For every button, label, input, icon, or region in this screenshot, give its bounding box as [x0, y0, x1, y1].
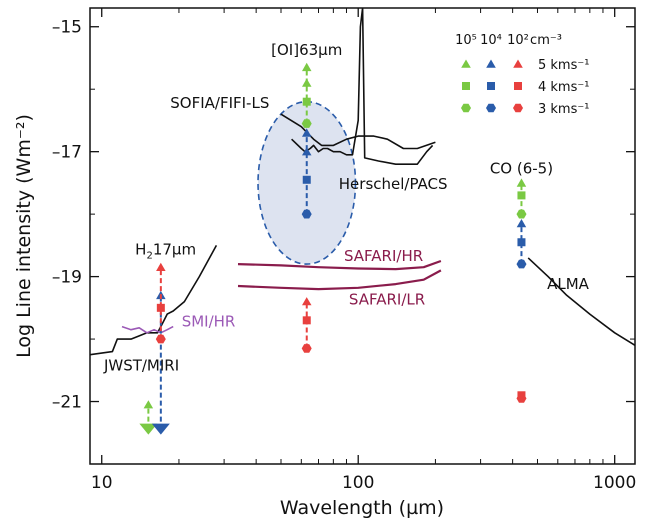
instrument-label: ALMA	[547, 275, 590, 293]
series-point-marker	[302, 62, 312, 72]
series-point-marker	[143, 400, 154, 409]
series-point-marker	[517, 391, 526, 400]
series-point-marker	[302, 97, 311, 106]
series-point-marker	[302, 297, 312, 306]
series-point-marker	[155, 334, 166, 344]
legend-marker	[513, 103, 523, 113]
curve-safari-lr	[237, 269, 442, 291]
line-label: H217µm	[135, 241, 196, 262]
series-point-marker	[301, 209, 312, 219]
series-point-marker	[301, 119, 312, 128]
instrument-label: SAFARI/HR	[344, 247, 423, 265]
series-point-marker	[516, 209, 527, 219]
legend-header: cm⁻³	[530, 33, 562, 48]
curve-smi-hr	[121, 325, 174, 334]
instrument-label: SOFIA/FIFI-LS	[170, 94, 269, 112]
line-label: CO (6-5)	[490, 160, 553, 178]
legend-marker	[486, 103, 496, 113]
x-tick-label: 100	[342, 473, 374, 493]
x-tick-label: 10	[91, 473, 113, 493]
y-tick-label: –17	[52, 143, 82, 163]
legend-marker	[513, 59, 523, 68]
series-point-marker	[516, 259, 527, 269]
legend-marker	[461, 103, 471, 113]
y-tick-label: –15	[52, 18, 82, 38]
instrument-label: JWST/MIRI	[103, 356, 179, 374]
plot-frame	[89, 7, 636, 465]
upper-limit-marker	[139, 423, 158, 435]
curve-jwst-miri	[90, 245, 218, 356]
legend-marker	[487, 82, 495, 90]
legend-marker	[514, 82, 522, 90]
series-point-marker	[302, 175, 311, 184]
series-point-marker	[302, 128, 312, 137]
y-tick-label: –19	[52, 268, 82, 288]
series-point-marker	[516, 178, 527, 187]
series-point-marker	[302, 316, 311, 325]
series-point-marker	[156, 262, 166, 271]
series-point-marker	[302, 78, 312, 87]
series-point-marker	[302, 147, 312, 156]
legend-label: 5 kms⁻¹	[538, 58, 589, 73]
legend-marker	[461, 59, 471, 68]
legend-label: 4 kms⁻¹	[538, 80, 589, 95]
legend-header: 10²	[507, 33, 529, 48]
series-point-marker	[517, 238, 526, 247]
curve-herschel-pacs	[291, 8, 434, 165]
legend-label: 3 kms⁻¹	[538, 102, 589, 117]
line-label: [OI]63µm	[271, 41, 342, 59]
series-point-marker	[156, 303, 165, 312]
upper-limit-marker	[151, 423, 170, 435]
curve-alma	[527, 257, 635, 346]
curve-safari-hr	[237, 259, 442, 271]
x-tick-label: 1000	[593, 473, 636, 493]
legend-marker	[462, 82, 470, 90]
series-point-marker	[301, 344, 312, 353]
instrument-label: SMI/HR	[182, 313, 236, 331]
x-axis-title: Wavelength (µm)	[280, 497, 444, 519]
series-point-marker	[516, 219, 527, 228]
instrument-label: SAFARI/LR	[349, 291, 425, 309]
curve-sofia-fifi-ls	[280, 113, 436, 150]
y-tick-label: –21	[52, 393, 82, 413]
legend-header: 10⁵	[455, 33, 477, 48]
series-point-marker	[517, 191, 526, 200]
legend-header: 10⁴	[480, 33, 502, 48]
legend-marker	[486, 59, 496, 68]
instrument-label: Herschel/PACS	[339, 175, 448, 193]
y-axis-title: Log Line intensity (Wm⁻²)	[13, 114, 35, 358]
